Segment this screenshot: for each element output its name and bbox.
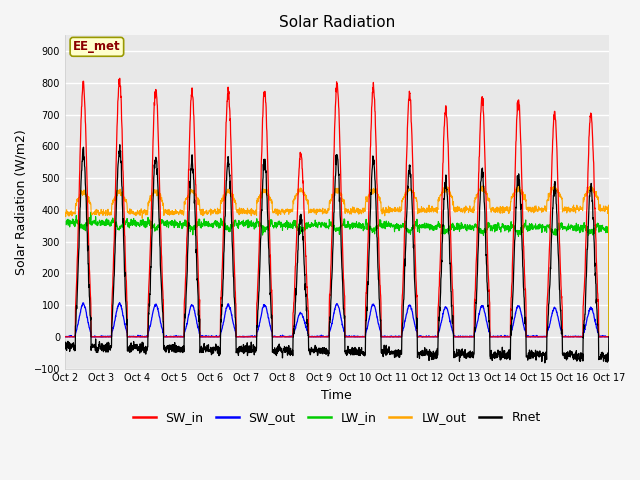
Y-axis label: Solar Radiation (W/m2): Solar Radiation (W/m2) (15, 129, 28, 275)
Text: EE_met: EE_met (73, 40, 121, 53)
Legend: SW_in, SW_out, LW_in, LW_out, Rnet: SW_in, SW_out, LW_in, LW_out, Rnet (128, 406, 546, 429)
Title: Solar Radiation: Solar Radiation (279, 15, 395, 30)
X-axis label: Time: Time (321, 389, 352, 402)
